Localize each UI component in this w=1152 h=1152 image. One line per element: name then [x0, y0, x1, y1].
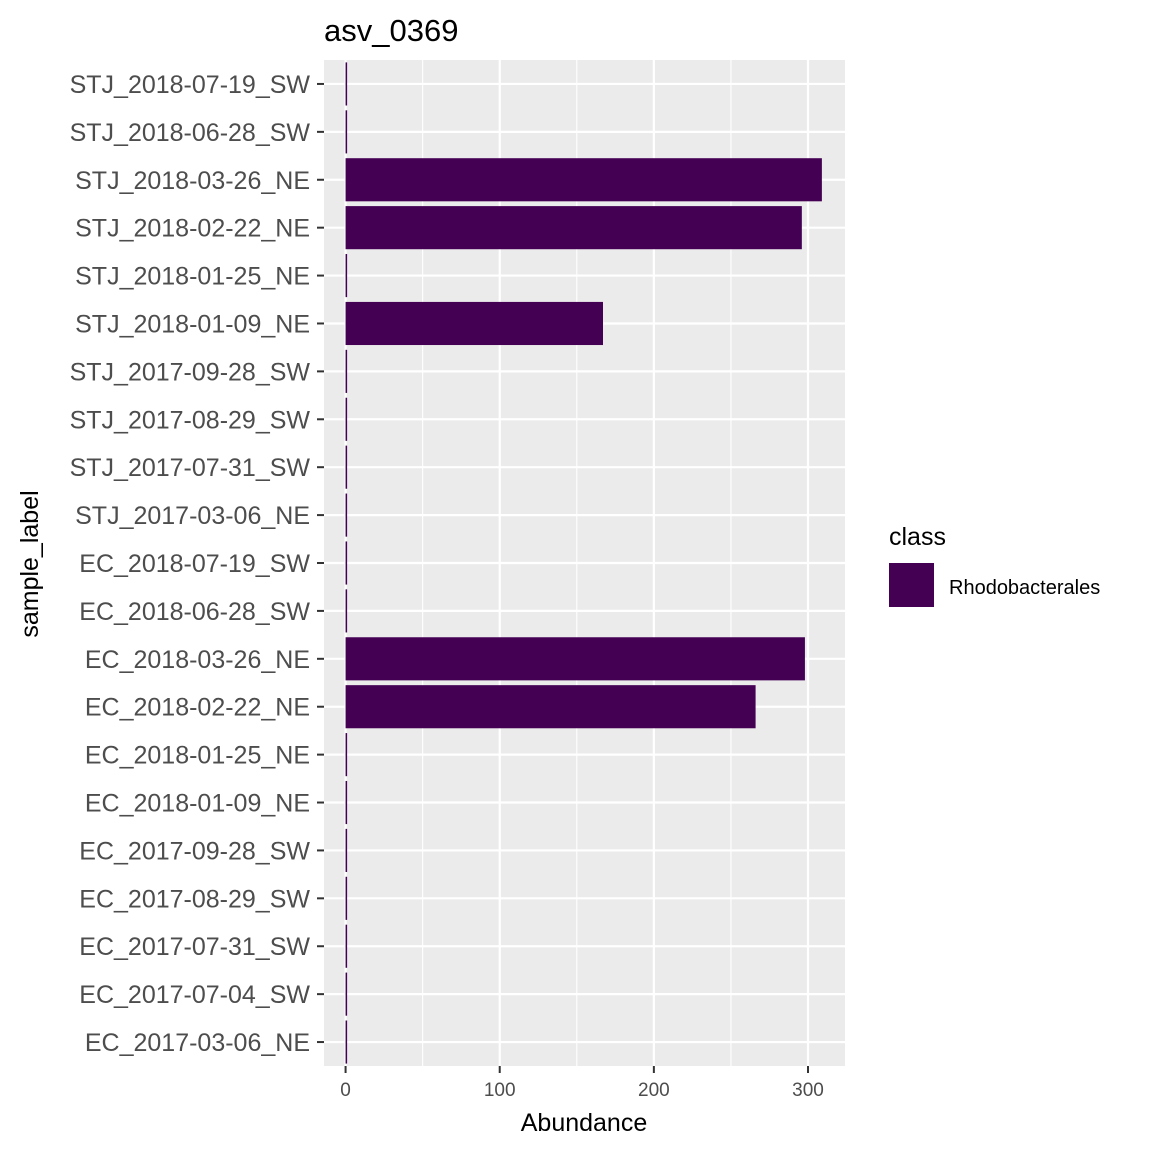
- y-axis-ticks: STJ_2018-07-19_SW STJ_2018-06-28_SW STJ_20…: [70, 71, 324, 1057]
- bar: [345, 589, 348, 633]
- x-tick-label: 200: [638, 1080, 670, 1101]
- y-tick-label: EC_2018-03-26_NE: [85, 646, 310, 674]
- bar: [345, 62, 348, 106]
- y-tick-label: STJ_2018-01-25_NE: [75, 263, 310, 291]
- y-tick-label: STJ_2018-02-22_NE: [75, 215, 310, 243]
- bar: [345, 206, 802, 250]
- y-tick-label: STJ_2018-03-26_NE: [75, 167, 310, 195]
- bar: [345, 1020, 348, 1064]
- x-tick-label: 0: [340, 1080, 351, 1101]
- y-tick-label: EC_2018-01-09_NE: [85, 790, 310, 818]
- y-tick-label: STJ_2017-08-29_SW: [70, 406, 311, 434]
- x-axis-title: Abundance: [521, 1109, 648, 1137]
- bar: [345, 158, 822, 202]
- y-tick-label: STJ_2018-07-19_SW: [70, 71, 311, 99]
- y-tick-label: EC_2017-03-06_NE: [85, 1029, 310, 1057]
- legend-title: class: [889, 523, 946, 551]
- y-tick-label: STJ_2017-09-28_SW: [70, 358, 311, 386]
- y-axis-title: sample_label: [16, 490, 44, 637]
- bar: [345, 397, 348, 441]
- y-tick-label: EC_2017-07-04_SW: [79, 981, 310, 1009]
- bar: [345, 254, 348, 298]
- bar: [345, 924, 348, 968]
- y-tick-label: STJ_2018-01-09_NE: [75, 310, 310, 338]
- bar: [345, 301, 603, 346]
- chart-title: asv_0369: [324, 13, 458, 48]
- y-tick-label: STJ_2017-03-06_NE: [75, 502, 310, 530]
- legend: class Rhodobacterales: [889, 523, 1100, 607]
- y-tick-label: EC_2018-06-28_SW: [79, 598, 310, 626]
- bar: [345, 733, 348, 777]
- bar: [345, 445, 348, 489]
- bar: [345, 493, 348, 537]
- bar: [345, 541, 348, 585]
- y-tick-label: EC_2018-02-22_NE: [85, 694, 310, 722]
- x-axis-ticks: 0 100 200 300: [340, 1066, 824, 1101]
- y-tick-label: EC_2017-07-31_SW: [79, 933, 310, 961]
- bar: [345, 972, 348, 1016]
- legend-key-rhodobacterales: [889, 563, 934, 607]
- bar: [345, 349, 348, 393]
- y-tick-label: EC_2017-08-29_SW: [79, 885, 310, 913]
- bar: [345, 876, 348, 920]
- bars: [345, 62, 822, 1064]
- y-tick-label: EC_2018-01-25_NE: [85, 742, 310, 770]
- bar: [345, 780, 348, 825]
- x-tick-label: 100: [484, 1080, 516, 1101]
- legend-label-rhodobacterales: Rhodobacterales: [949, 577, 1100, 599]
- y-tick-label: STJ_2017-07-31_SW: [70, 454, 311, 482]
- y-tick-label: EC_2017-09-28_SW: [79, 837, 310, 865]
- bar: [345, 110, 348, 154]
- x-tick-label: 300: [792, 1080, 824, 1101]
- bar: [345, 828, 348, 872]
- bar: [345, 637, 805, 681]
- y-tick-label: STJ_2018-06-28_SW: [70, 119, 311, 147]
- bar: [345, 685, 756, 729]
- y-tick-label: EC_2018-07-19_SW: [79, 550, 310, 578]
